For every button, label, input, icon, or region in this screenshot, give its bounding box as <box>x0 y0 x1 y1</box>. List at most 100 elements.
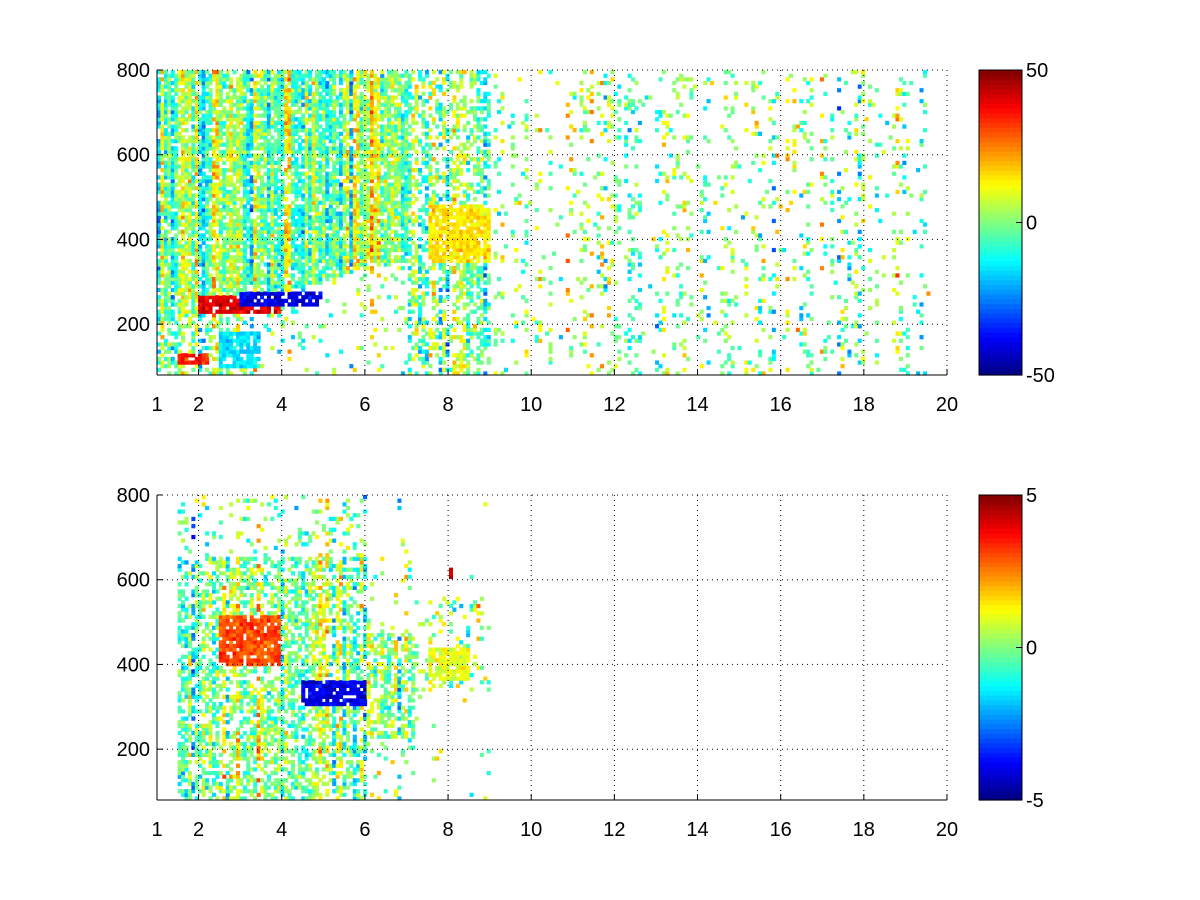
heatmap-cell <box>225 269 230 274</box>
heatmap-cell <box>438 131 443 136</box>
heatmap-cell <box>445 175 450 180</box>
heatmap-cell <box>359 247 364 253</box>
heatmap-cell <box>349 80 354 86</box>
heatmap-cell <box>366 218 371 224</box>
heatmap-cell <box>211 138 216 144</box>
heatmap-cell <box>349 222 354 227</box>
heatmap-cell <box>421 131 426 136</box>
heatmap-cell <box>349 171 354 176</box>
heatmap-cell <box>400 171 405 176</box>
heatmap-cell <box>236 142 241 147</box>
heatmap-cell <box>287 229 292 234</box>
heatmap-cell <box>232 266 237 271</box>
heatmap-cell <box>290 255 295 260</box>
heatmap-cell <box>187 193 192 198</box>
heatmap-cell <box>260 273 265 278</box>
heatmap-cell <box>448 175 453 180</box>
heatmap-cell <box>321 157 326 162</box>
heatmap-cell <box>380 109 385 115</box>
heatmap-cell <box>160 273 165 278</box>
heatmap-cell <box>270 226 275 231</box>
heatmap-cell <box>479 349 484 354</box>
heatmap-cell <box>325 91 330 97</box>
heatmap-cell <box>359 168 364 173</box>
heatmap-cell <box>479 247 484 253</box>
heatmap-cell <box>442 331 447 336</box>
heatmap-cell <box>215 287 220 293</box>
heatmap-cell <box>184 298 189 303</box>
heatmap-cell <box>380 218 385 224</box>
heatmap-cell <box>249 269 254 274</box>
heatmap-cell <box>253 247 258 253</box>
heatmap-cell <box>321 128 326 133</box>
heatmap-cell <box>342 186 347 191</box>
heatmap-cell <box>222 222 227 227</box>
heatmap-cell <box>294 207 299 213</box>
heatmap-cell <box>174 168 179 173</box>
heatmap-cell <box>342 255 347 260</box>
heatmap-cell <box>404 117 409 122</box>
heatmap-cell <box>342 168 347 173</box>
heatmap-cell <box>394 247 399 253</box>
heatmap-cell <box>280 251 285 256</box>
heatmap-cell <box>414 215 419 220</box>
heatmap-cell <box>424 70 429 75</box>
heatmap-cell <box>345 80 350 86</box>
heatmap-cell <box>473 171 478 176</box>
heatmap-cell <box>239 168 244 173</box>
heatmap-cell <box>160 240 165 245</box>
heatmap-cell <box>397 171 402 176</box>
heatmap-cell <box>376 262 381 267</box>
heatmap-cell <box>222 124 227 129</box>
heatmap-cell <box>369 244 374 249</box>
heatmap-cell <box>301 113 306 118</box>
heatmap-cell <box>442 313 447 318</box>
heatmap-cell <box>411 280 416 285</box>
heatmap-cell <box>318 247 323 253</box>
heatmap-cell <box>225 178 230 184</box>
heatmap-cell <box>380 91 385 97</box>
heatmap-cell <box>222 280 227 285</box>
heatmap-cell <box>376 95 381 100</box>
heatmap-cell <box>318 291 323 296</box>
heatmap-cell <box>394 88 399 93</box>
heatmap-cell <box>445 222 450 227</box>
heatmap-cell <box>390 200 395 205</box>
heatmap-cell <box>242 331 247 336</box>
heatmap-cell <box>342 200 347 205</box>
heatmap-cell <box>479 306 484 311</box>
heatmap-cell <box>198 298 203 303</box>
heatmap-cell <box>198 222 203 227</box>
heatmap-cell <box>266 168 271 173</box>
heatmap-cell <box>263 207 268 213</box>
heatmap-cell <box>205 211 210 216</box>
heatmap-cell <box>304 106 309 111</box>
heatmap-cell <box>359 153 364 158</box>
heatmap-cell <box>335 102 340 107</box>
heatmap-cell <box>249 295 254 300</box>
heatmap-cell <box>205 306 210 311</box>
heatmap-cell <box>435 335 440 340</box>
heatmap-cell <box>442 113 447 118</box>
heatmap-cell <box>205 138 210 144</box>
heatmap-cell <box>277 102 282 107</box>
heatmap-cell <box>287 287 292 293</box>
heatmap-cell <box>438 142 443 147</box>
heatmap-cell <box>205 70 210 75</box>
heatmap-cell <box>321 211 326 216</box>
heatmap-cell <box>304 84 309 89</box>
heatmap-cell <box>452 266 457 271</box>
heatmap-cell <box>311 189 316 195</box>
heatmap-cell <box>359 171 364 176</box>
heatmap-cell <box>394 160 399 165</box>
heatmap-cell <box>263 70 268 75</box>
heatmap-cell <box>184 218 189 224</box>
heatmap-cell <box>256 331 261 336</box>
heatmap-cell <box>229 215 234 220</box>
heatmap-cell <box>380 193 385 198</box>
heatmap-cell <box>266 197 271 202</box>
heatmap-cell <box>266 117 271 122</box>
heatmap-cell <box>390 222 395 227</box>
heatmap-cell <box>318 91 323 97</box>
